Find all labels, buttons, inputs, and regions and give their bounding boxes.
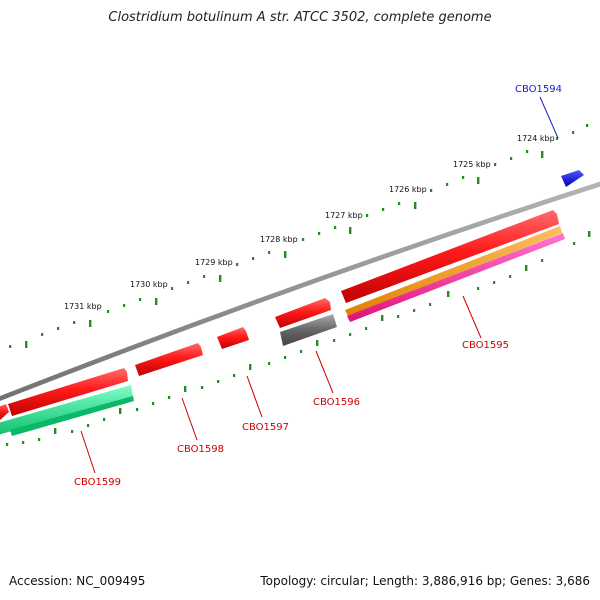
gene-label-cbo1598[interactable]: CBO1598 xyxy=(177,444,224,455)
accession-text: Accession: NC_009495 xyxy=(9,574,146,588)
leader-line-cbo1599 xyxy=(80,430,96,474)
tick-label: 1731 kbp xyxy=(64,302,102,311)
leader-line-cbo1597 xyxy=(246,375,263,418)
gene-feature-cbo1599[interactable] xyxy=(8,368,128,416)
tick-label: 1727 kbp xyxy=(325,211,363,220)
feature-band-teal[interactable] xyxy=(0,385,133,435)
outer-scale-ring xyxy=(9,124,589,348)
gene-labels: CBO1594 CBO1595 CBO1596 CBO1597 CBO1598 … xyxy=(74,84,562,488)
tick-label: 1726 kbp xyxy=(389,185,427,194)
genome-backbone xyxy=(0,181,600,402)
tick-label: 1729 kbp xyxy=(195,258,233,267)
feature-band-teal-lower[interactable] xyxy=(10,396,134,436)
tick-label: 1725 kbp xyxy=(453,160,491,169)
tick-label: 1728 kbp xyxy=(260,235,298,244)
gene-feature-left-edge[interactable] xyxy=(0,404,9,420)
gene-label-cbo1596[interactable]: CBO1596 xyxy=(313,397,360,408)
tick-label: 1724 kbp xyxy=(517,134,555,143)
gene-feature-cbo1597[interactable] xyxy=(217,327,249,349)
gene-label-cbo1599[interactable]: CBO1599 xyxy=(74,477,121,488)
gene-feature-cbo1596[interactable] xyxy=(275,298,331,328)
tick-label: 1730 kbp xyxy=(130,280,168,289)
label-leader-lines xyxy=(80,96,559,474)
gene-label-cbo1594[interactable]: CBO1594 xyxy=(515,84,562,95)
gene-feature-cbo1594[interactable] xyxy=(561,170,584,187)
topology-text: Topology: circular; Length: 3,886,916 bp… xyxy=(260,574,590,588)
leader-line-cbo1596 xyxy=(315,350,334,394)
gene-label-cbo1597[interactable]: CBO1597 xyxy=(242,422,289,433)
feature-band-gray[interactable] xyxy=(280,314,337,346)
gene-feature-cbo1595[interactable] xyxy=(341,210,559,303)
tick-labels: 1724 kbp 1725 kbp 1726 kbp 1727 kbp 1728… xyxy=(64,134,555,311)
leader-line-cbo1595 xyxy=(462,295,482,339)
map-title: Clostridium botulinum A str. ATCC 3502, … xyxy=(108,10,492,25)
leader-line-cbo1598 xyxy=(181,397,198,441)
leader-line-cbo1594 xyxy=(539,96,559,139)
gene-feature-cbo1598[interactable] xyxy=(135,343,203,376)
inner-scale-ring xyxy=(6,231,591,446)
feature-band-magenta[interactable] xyxy=(347,233,565,322)
feature-band-orange[interactable] xyxy=(345,226,562,316)
gene-label-cbo1595[interactable]: CBO1595 xyxy=(462,340,509,351)
